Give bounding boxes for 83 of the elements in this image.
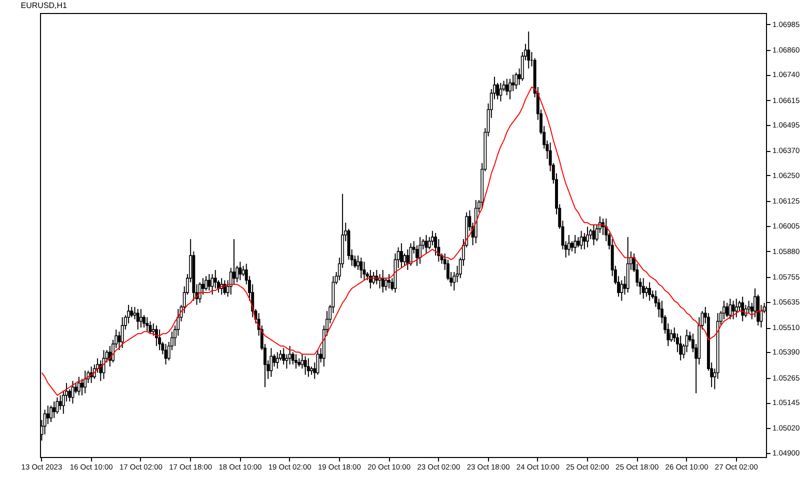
- candlestick: [592, 224, 596, 246]
- candlestick: [418, 236, 422, 264]
- candlestick: [381, 269, 384, 294]
- candlestick: [223, 280, 226, 296]
- candlestick: [304, 356, 307, 376]
- candlestick: [360, 257, 363, 279]
- candlestick: [214, 269, 217, 289]
- candlestick: [294, 354, 298, 370]
- candlestick: [567, 234, 570, 256]
- candlestick: [648, 282, 652, 302]
- candlestick: [508, 78, 512, 100]
- candlestick: [208, 274, 211, 291]
- candlestick: [384, 278, 388, 291]
- candlestick: [152, 322, 155, 336]
- candlestick: [272, 354, 276, 368]
- candlestick: [58, 394, 62, 410]
- candlestick: [430, 230, 434, 246]
- candlestick: [505, 78, 508, 96]
- line-series: [41, 86, 765, 396]
- candlestick: [362, 261, 366, 281]
- candlestick: [406, 248, 410, 270]
- candlestick: [403, 253, 406, 266]
- candlestick: [276, 352, 279, 370]
- candlestick: [77, 376, 80, 396]
- candlestick: [741, 296, 744, 322]
- candlestick: [210, 274, 214, 296]
- candlestick: [56, 396, 59, 414]
- candlestick: [527, 31, 530, 69]
- chart-title: EURUSD,H1: [20, 1, 68, 10]
- candlestick: [726, 302, 729, 318]
- candlestick: [499, 82, 502, 102]
- candlestick: [586, 226, 590, 248]
- candlestick: [71, 380, 74, 404]
- candlestick: [232, 238, 236, 285]
- candlestick: [306, 358, 310, 378]
- candlestick: [50, 405, 52, 423]
- candlestick: [300, 354, 304, 370]
- candlestick: [130, 306, 134, 318]
- candlestick: [400, 242, 403, 268]
- candlestick: [620, 280, 624, 302]
- candlestick: [580, 230, 583, 250]
- candlestick: [154, 324, 158, 346]
- candlestick: [732, 300, 735, 320]
- candlestick: [133, 306, 136, 320]
- candlestick: [754, 288, 756, 318]
- candlestick: [242, 265, 245, 277]
- candlestick: [102, 350, 106, 380]
- candlestick: [238, 261, 242, 281]
- candlestick: [512, 74, 515, 92]
- candlestick: [679, 335, 682, 361]
- candlestick: [270, 348, 273, 378]
- candlestick: [74, 382, 78, 394]
- candlestick: [282, 348, 286, 365]
- candlestick: [574, 234, 577, 254]
- candlestick: [582, 232, 586, 250]
- candlestick: [514, 72, 518, 90]
- candlestick: [288, 346, 292, 365]
- candlestick: [388, 274, 391, 289]
- candlestick: [198, 282, 202, 304]
- candlestick: [84, 370, 87, 394]
- candlestick: [146, 316, 149, 332]
- candlestick: [158, 329, 162, 351]
- candlestick: [316, 350, 320, 376]
- candlestick: [46, 405, 50, 425]
- candlestick: [204, 276, 208, 291]
- candlestick: [372, 272, 376, 285]
- candlestick: [356, 255, 360, 270]
- candlestick: [734, 298, 738, 318]
- candlestick: [570, 240, 574, 252]
- candlestick: [576, 236, 580, 248]
- candlestick: [747, 300, 750, 314]
- candlestick: [136, 308, 140, 330]
- candlestick: [728, 298, 732, 320]
- candlestick: [642, 278, 645, 300]
- candlestick: [139, 308, 142, 328]
- candlestick: [80, 378, 84, 396]
- candlestick: [120, 316, 124, 349]
- candlestick: [99, 360, 102, 382]
- candlestick: [52, 401, 56, 418]
- candlestick: [415, 244, 418, 266]
- candlestick: [201, 278, 204, 296]
- candlestick: [368, 269, 372, 289]
- candlestick: [644, 286, 648, 298]
